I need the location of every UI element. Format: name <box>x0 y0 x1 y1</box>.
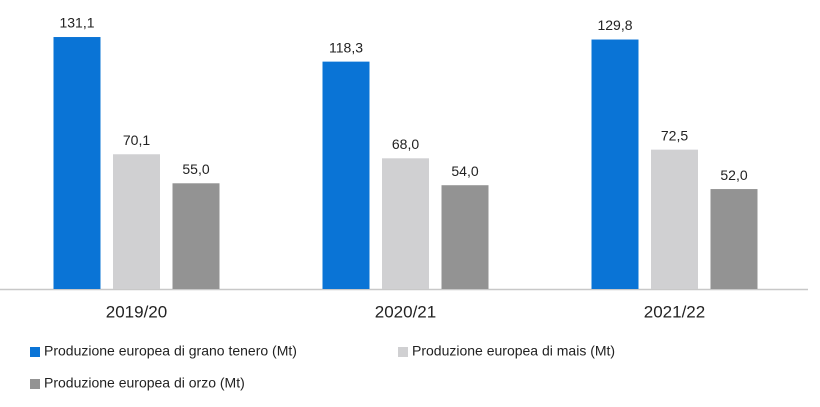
legend-swatch <box>30 379 40 389</box>
x-tick-label: 2020/21 <box>375 302 436 321</box>
bar <box>53 37 101 289</box>
value-label: 118,3 <box>329 39 363 55</box>
x-tick-label: 2021/22 <box>644 302 705 321</box>
legend-swatch <box>398 347 408 357</box>
bar <box>113 154 160 289</box>
value-label: 131,1 <box>59 15 94 31</box>
value-label: 54,0 <box>451 163 478 179</box>
legend-label: Produzione europea di orzo (Mt) <box>44 375 245 391</box>
value-label: 52,0 <box>720 167 747 183</box>
bar <box>651 149 698 289</box>
value-label: 72,5 <box>661 127 688 143</box>
bar <box>591 39 639 289</box>
bar <box>710 189 758 289</box>
value-label: 70,1 <box>123 132 150 148</box>
bar <box>172 183 220 289</box>
x-tick-label: 2019/20 <box>106 302 167 321</box>
bar <box>382 158 429 289</box>
legend-label: Produzione europea di mais (Mt) <box>412 343 615 359</box>
legend-label: Produzione europea di grano tenero (Mt) <box>44 343 297 359</box>
bar <box>441 185 489 289</box>
value-label: 129,8 <box>597 17 632 33</box>
legend-swatch <box>30 347 40 357</box>
bar <box>322 61 370 290</box>
value-label: 68,0 <box>392 136 419 152</box>
value-label: 55,0 <box>182 161 209 177</box>
